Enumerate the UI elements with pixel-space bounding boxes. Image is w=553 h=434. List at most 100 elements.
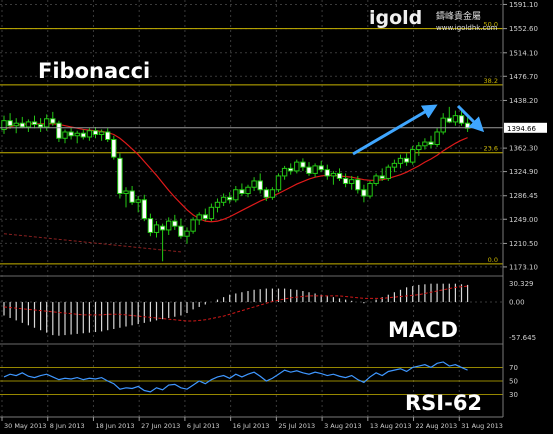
fibonacci-level-label: 23.6 [484, 145, 498, 153]
current-price-tag-box [504, 122, 547, 133]
fibonacci-level-label: 0.0 [488, 256, 498, 264]
bullish-candle [452, 115, 459, 123]
time-tick-label: 27 Jun 2013 [141, 422, 180, 430]
bullish-candle [13, 122, 19, 127]
bullish-candle [166, 220, 172, 231]
bearish-candle [336, 172, 343, 179]
bearish-candle [355, 179, 361, 191]
bullish-candle [294, 161, 300, 172]
bearish-candle [172, 220, 178, 227]
time-tick-label: 25 Jul 2013 [278, 422, 315, 430]
bullish-candle [208, 206, 215, 220]
bearish-candle [147, 218, 154, 233]
time-tick-label: 13 Aug 2013 [370, 422, 412, 430]
macd-axis-ticks: 30.329 0.00 -57.645 [509, 280, 536, 342]
bullish-candle [391, 162, 398, 168]
price-tick-label: 1249.00 [509, 216, 538, 224]
rsi-panel: RSI-62 [0, 343, 503, 415]
time-tick-label: 6 Jul 2013 [187, 422, 220, 430]
bullish-candle [25, 121, 32, 128]
igold-chinese-name: 鑄峰貴金屬 [436, 10, 481, 22]
rsi-axis-ticks: 70 50 30 [509, 364, 518, 399]
bearish-candle [379, 175, 385, 179]
bullish-candle [135, 199, 141, 203]
bearish-candle [117, 157, 123, 195]
bearish-candle [92, 130, 99, 135]
bearish-candle [37, 123, 44, 128]
bullish-candle [275, 175, 282, 191]
current-price-tag-label: 1394.66 [507, 125, 536, 133]
bullish-candle [44, 118, 50, 128]
bearish-candle [141, 199, 148, 220]
bearish-candle [324, 169, 331, 177]
bearish-candle [239, 189, 245, 195]
price-tick-label: 1286.45 [509, 192, 538, 200]
macd-histogram [3, 283, 469, 336]
price-tick-label: 1210.50 [509, 240, 538, 248]
bullish-candle [416, 145, 422, 151]
main-panel-background [0, 0, 503, 274]
rsi-tick-label: 70 [509, 364, 518, 372]
bearish-candle [263, 189, 270, 198]
macd-tick-label: 0.00 [509, 299, 525, 307]
price-tick-label: 1438.20 [509, 97, 538, 105]
price-tick-label: 1552.60 [509, 25, 538, 33]
bearish-candle [342, 177, 349, 184]
macd-title: MACD [388, 318, 458, 342]
igold-watermark: igold 鑄峰貴金屬 www.igoldhk.com [369, 7, 498, 32]
bullish-candle [251, 180, 257, 188]
fibonacci-levels: 50.0 38.2 23.6 0.0 [0, 21, 503, 265]
bullish-candle [196, 214, 202, 221]
bullish-candle [220, 196, 227, 203]
time-axis-ticks: 30 May 2013 8 Jun 2013 18 Jun 2013 27 Jun 2… [1, 417, 503, 430]
price-tick-label: 1476.70 [509, 73, 538, 81]
price-tick-label: 1591.10 [509, 1, 538, 9]
bearish-candle [257, 180, 263, 191]
bullish-candle [440, 117, 446, 133]
time-tick-label: 31 Aug 2013 [461, 422, 503, 430]
bullish-candle [153, 224, 160, 233]
time-tick-label: 22 Aug 2013 [416, 422, 458, 430]
igold-url: www.igoldhk.com [436, 24, 498, 32]
price-tick-label: 1362.30 [509, 145, 538, 153]
rsi-tick-label: 50 [509, 378, 518, 386]
bullish-candle [397, 157, 404, 164]
macd-panel: MACD [0, 275, 503, 342]
macd-tick-label: -57.645 [509, 334, 536, 342]
price-tick-label: 1173.10 [509, 263, 538, 271]
bearish-candle [318, 165, 324, 171]
bearish-candle [288, 167, 294, 172]
downtrend-arrow [456, 104, 485, 133]
main-price-panel: 50.0 38.2 23.6 0.0 Fibonacci igold 鑄峰貴金屬 ww… [0, 0, 503, 417]
bullish-candle [385, 166, 392, 179]
bullish-candle [1, 120, 7, 130]
bullish-candle [422, 141, 428, 147]
bearish-candle [159, 225, 166, 231]
time-tick-label: 30 May 2013 [4, 422, 46, 430]
bearish-candle [7, 120, 13, 127]
bullish-candle [281, 167, 288, 177]
bullish-candle [233, 189, 239, 201]
time-tick-label: 16 Jul 2013 [233, 422, 270, 430]
price-tick-label: 1324.90 [509, 168, 538, 176]
macd-tick-label: 30.329 [509, 280, 534, 288]
price-tick-label: 1514.10 [509, 49, 538, 57]
bearish-candle [80, 132, 86, 138]
bearish-candle [129, 190, 135, 203]
bearish-candle [403, 157, 410, 163]
macd-signal-line [3, 285, 468, 322]
bearish-candle [202, 214, 209, 220]
bearish-candle [306, 166, 312, 174]
bullish-candle [214, 201, 221, 208]
bearish-candle [68, 131, 74, 137]
bullish-candle [434, 131, 440, 146]
fibonacci-title: Fibonacci [38, 59, 150, 83]
bearish-candle [446, 117, 453, 123]
bullish-candle [269, 189, 276, 198]
bullish-candle [349, 179, 355, 184]
bullish-candle [74, 132, 80, 137]
bullish-candle [330, 172, 337, 177]
rsi-line [3, 361, 468, 393]
current-price-tag: 1394.66 [504, 122, 547, 133]
